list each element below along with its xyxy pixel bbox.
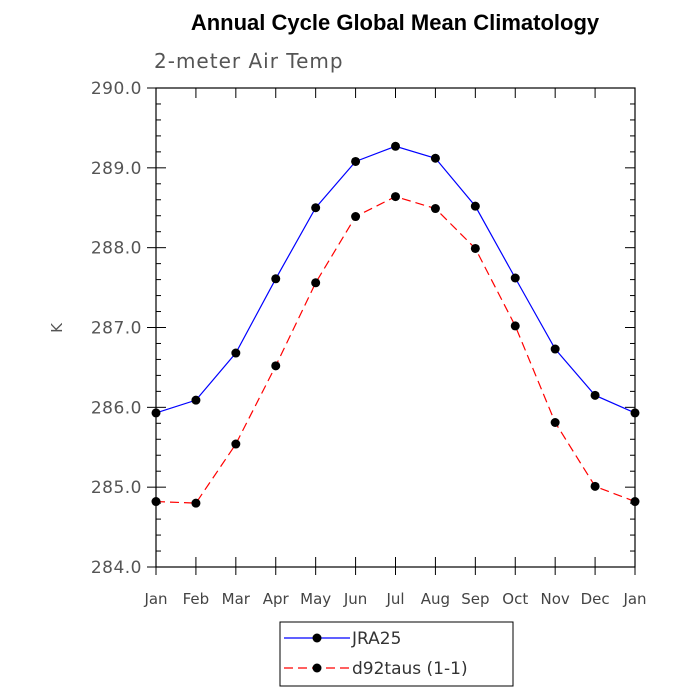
x-tick-label: Sep xyxy=(461,590,489,608)
series-2-point xyxy=(311,278,321,288)
series-2-point xyxy=(430,204,440,214)
x-tick-label: Nov xyxy=(541,590,570,608)
y-tick-label: 290.0 xyxy=(91,79,142,99)
x-tick-label: Oct xyxy=(502,590,528,608)
series-2-point xyxy=(391,192,400,202)
series-1-point xyxy=(271,274,281,284)
x-tick-label: Aug xyxy=(421,590,450,608)
series-2-point xyxy=(271,361,281,371)
series-1-point xyxy=(430,153,440,163)
legend: JRA25 d92taus (1-1) xyxy=(279,621,514,687)
y-tick-label: 286.0 xyxy=(91,398,142,418)
legend-box xyxy=(279,621,514,687)
series-2-point xyxy=(231,439,241,449)
legend-marker-2 xyxy=(312,663,322,673)
y-tick-label: 284.0 xyxy=(91,558,142,578)
series-1-point xyxy=(231,348,241,358)
series-1-point xyxy=(351,156,361,166)
x-tick-label: Jul xyxy=(385,590,404,608)
series-line-2 xyxy=(155,195,636,504)
series-1-point xyxy=(550,344,560,354)
series-2-point xyxy=(590,481,600,491)
x-tick-label: Mar xyxy=(222,590,251,608)
series-2-point xyxy=(510,321,520,331)
y-tick-label: 285.0 xyxy=(91,478,142,498)
series-line-1 xyxy=(155,145,636,414)
legend-label-1: JRA25 xyxy=(351,629,401,649)
series-2-point xyxy=(470,243,480,253)
x-tick-label: May xyxy=(300,590,331,608)
series-2-point xyxy=(191,498,201,508)
x-tick-label: Jan xyxy=(143,590,167,608)
series-1-point xyxy=(470,201,480,211)
x-tick-label: Jan xyxy=(622,590,646,608)
chart-subtitle: 2-meter Air Temp xyxy=(154,49,344,73)
y-tick-label: 287.0 xyxy=(91,319,142,339)
series-1-point xyxy=(590,390,600,400)
legend-label-2: d92taus (1-1) xyxy=(352,659,468,679)
x-tick-label: Feb xyxy=(183,590,210,608)
y-axis-label: K xyxy=(48,322,66,333)
series-1-point xyxy=(191,395,201,405)
legend-marker-1 xyxy=(312,633,322,643)
x-tick-label: Dec xyxy=(581,590,610,608)
series-2-point xyxy=(351,212,361,222)
series-2-point xyxy=(550,418,560,428)
series-1-point xyxy=(311,203,321,213)
chart-title: Annual Cycle Global Mean Climatology xyxy=(191,10,600,35)
axes-ticks: 284.0 285.0 286.0 287.0 288.0 289.0 290.0 Jan Fe… xyxy=(91,79,647,608)
series-1-point xyxy=(391,141,400,151)
y-tick-label: 289.0 xyxy=(91,159,142,179)
x-tick-label: Apr xyxy=(263,590,290,608)
series-group xyxy=(151,141,640,508)
series-1-point xyxy=(510,273,520,283)
x-tick-label: Jun xyxy=(343,590,367,608)
plot-frame xyxy=(155,87,636,568)
y-tick-label: 288.0 xyxy=(91,239,142,259)
